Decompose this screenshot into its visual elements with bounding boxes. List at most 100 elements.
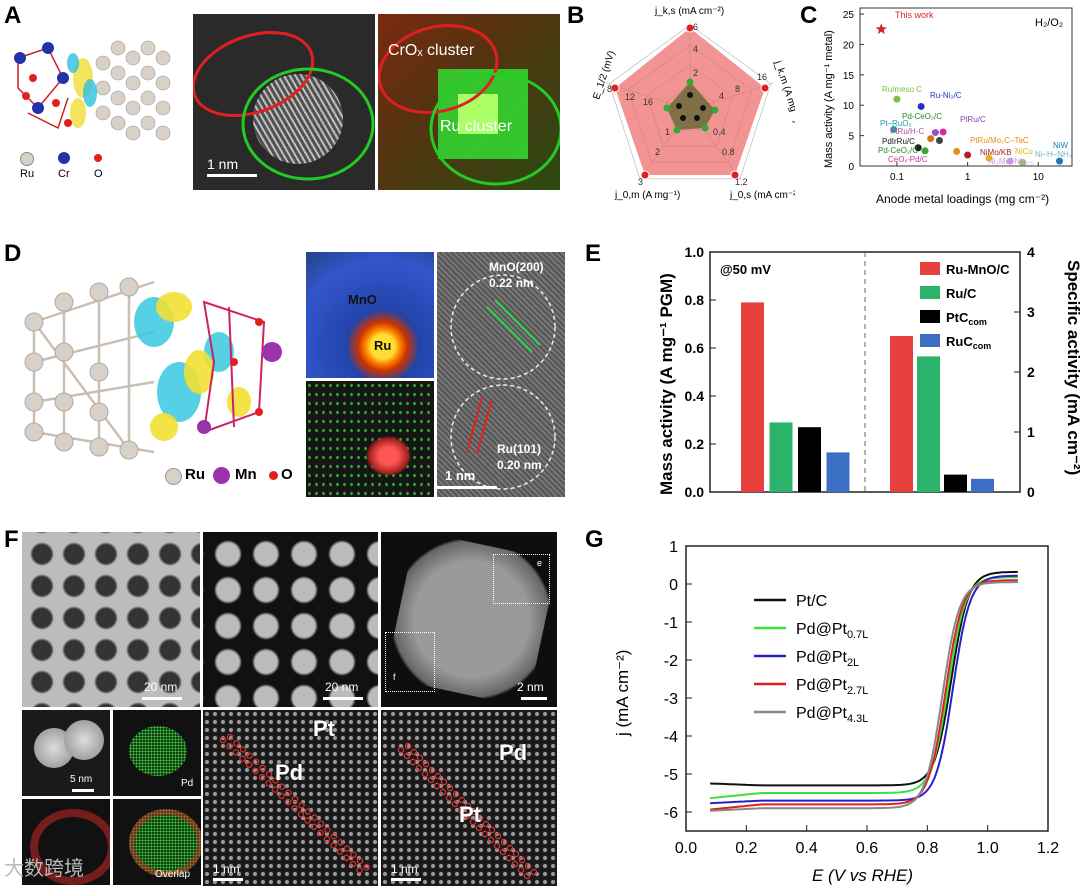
e-bar-specific (971, 478, 994, 492)
e-ytick-right: 1 (1027, 424, 1035, 440)
f-label-pd2: Pd (499, 740, 528, 765)
e-legend-label: Ru/C (946, 286, 977, 301)
svg-text:1: 1 (665, 127, 670, 137)
e-legend-label: Ru-MnO/C (946, 262, 1010, 277)
panel-c-scatter-chart: 0 5 10 15 20 25 0.1 1 10 H₂/O₂ This work Ru/mes… (823, 7, 1073, 206)
panel-f-atomic-2: Pd Pt 1 nm (381, 710, 557, 886)
c-point (939, 128, 947, 136)
f-mark-f: f (393, 672, 396, 682)
g-series-line (710, 581, 1018, 812)
g-ylabel: j (mA cm⁻²) (613, 650, 632, 737)
panel-f-haadf: e f 2 nm (381, 532, 557, 707)
svg-text:2: 2 (693, 68, 698, 78)
panel-a-label: A (4, 2, 22, 29)
e-legend-swatch (920, 310, 940, 323)
c-label-nicu: NiCu (1015, 147, 1033, 156)
mno-label: MnO (348, 292, 377, 307)
g-ytick: 0 (669, 577, 678, 594)
svg-text:4: 4 (693, 44, 698, 54)
g-legend-label: Pd@Pt0.7L (796, 621, 868, 641)
g-series-line (710, 570, 1018, 787)
e-bar-mass (798, 427, 821, 492)
legend-cr: Cr (58, 168, 70, 180)
e-ylabel-left: Mass activity (A mg⁻¹ PGM) (657, 273, 676, 495)
c-point (964, 151, 972, 159)
c-point (921, 147, 929, 155)
g-series-line (710, 576, 1018, 800)
svg-text:8: 8 (735, 84, 740, 94)
e-bar-specific (944, 474, 967, 492)
radar-inner-area (667, 82, 715, 130)
e-bar-mass (741, 302, 764, 492)
panel-d-scale: 1 nm (445, 468, 476, 483)
e-ytick-right: 2 (1027, 364, 1035, 380)
g-xtick: 0.2 (735, 840, 757, 857)
svg-text:1.2: 1.2 (735, 177, 748, 187)
panel-e-label: E (585, 240, 602, 267)
panel-f-eds-pd: Pd (113, 710, 201, 796)
e-ytick-left: 0.4 (685, 388, 705, 404)
radar-axis-left: E_1/2 (mV) (591, 49, 617, 101)
c-point (931, 129, 939, 137)
radar-axis-right: j_k,m (A mg⁻¹) (772, 59, 795, 125)
g-ytick: -1 (664, 615, 678, 632)
panel-g-label: G (585, 526, 604, 553)
ru-atom-icon (20, 152, 34, 166)
e-bar-mass (826, 452, 850, 492)
crox-cluster-label: CrOₓ cluster (388, 42, 475, 59)
ru-cluster-label: Ru cluster (440, 118, 513, 135)
legend-o: O (94, 168, 103, 180)
panel-a-structure (14, 40, 171, 141)
g-series-line (710, 579, 1018, 811)
c-point (927, 135, 935, 143)
c-label-nih: Ni–H–NH₃ (1035, 150, 1072, 159)
f-scale-6: 1 nm (391, 862, 418, 876)
svg-text:4: 4 (719, 91, 724, 101)
e-legend-swatch (920, 334, 940, 347)
panel-f-eds-overlap: Overlap (113, 799, 201, 885)
panel-f-tem-1: 20 nm (22, 532, 200, 707)
ru101-label: Ru(101) (497, 442, 542, 456)
c-label-pdirru: PdIrRu/C (882, 137, 915, 146)
svg-text:0.8: 0.8 (722, 147, 735, 157)
c-ytick: 0 (848, 162, 854, 173)
c-label-ptruo2: Pt–RuO₂ (880, 119, 912, 128)
f-label-pt: Pt (313, 716, 335, 741)
panel-d-eels-map: MnO Ru (306, 252, 434, 378)
e-ytick-left: 0.8 (685, 292, 705, 308)
e-ytick-left: 0.0 (685, 484, 705, 500)
legend-mn: Mn (235, 466, 257, 483)
g-ytick: -4 (664, 729, 678, 746)
c-ytick: 15 (843, 71, 855, 82)
c-ytick: 5 (848, 132, 854, 143)
panel-a-legend: Ru Cr O (20, 152, 180, 182)
e-ylabel-right: Specific activity (mA cm⁻²) (1064, 260, 1080, 475)
g-xtick: 0.4 (796, 840, 818, 857)
e-legend-label: RuCcom (946, 334, 991, 351)
mno200-spacing: 0.22 nm (489, 276, 534, 290)
svg-text:6: 6 (693, 22, 698, 32)
cr-atom-icon (58, 152, 70, 164)
panel-g-line-chart: 1 0 -1 -2 -3 -4 -5 -6 0.0 0.2 0.4 0.6 0.8 1.0 1.2 Pt/… (613, 539, 1059, 885)
c-xlabel: Anode metal loadings (mg cm⁻²) (876, 192, 1049, 206)
e-bar-specific (917, 356, 940, 492)
f-scale-4: 5 nm (70, 774, 93, 785)
c-label-nimo: NiMo/KB (980, 148, 1012, 157)
c-point (917, 102, 925, 110)
g-xtick: 0.6 (856, 840, 878, 857)
g-xtick: 0.0 (675, 840, 697, 857)
panel-d-legend: Ru Mn O (165, 466, 305, 488)
g-ytick: -6 (664, 805, 678, 822)
svg-text:2: 2 (655, 147, 660, 157)
g-xtick: 1.0 (977, 840, 999, 857)
ru101-spacing: 0.20 nm (497, 458, 542, 472)
legend-ru: Ru (20, 168, 35, 180)
e-annot: @50 mV (720, 262, 771, 277)
c-ytick: 10 (843, 101, 855, 112)
f-mark-e: e (537, 558, 543, 568)
c-xtick: 10 (1033, 172, 1045, 183)
panel-f-eds-pt (22, 799, 110, 885)
g-legend-label: Pd@Pt4.3L (796, 705, 868, 725)
c-point (1006, 157, 1014, 165)
f-map-overlap: Overlap (155, 869, 191, 880)
